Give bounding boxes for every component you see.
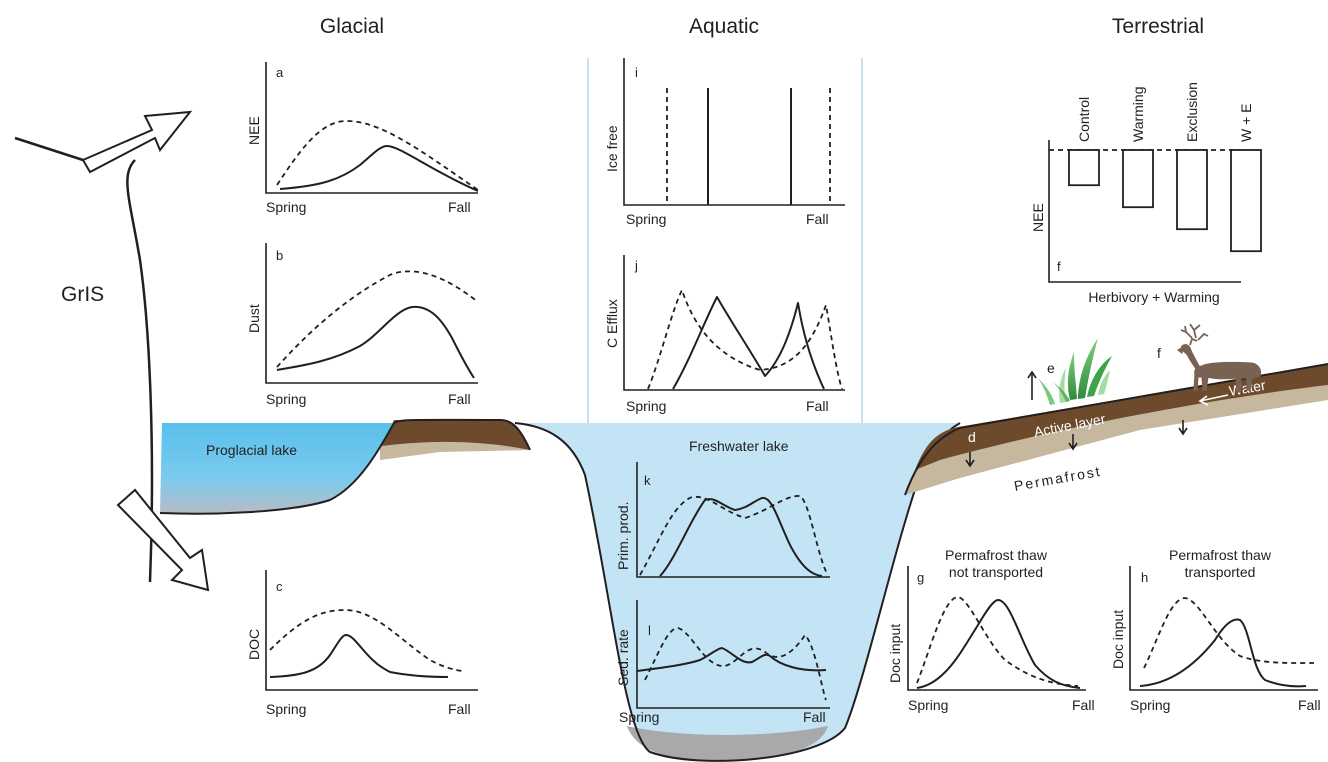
panel-l-letter: l: [648, 623, 651, 638]
permafrost-label: Permafrost: [1013, 463, 1103, 494]
letter-f-landscape: f: [1157, 345, 1161, 361]
category-label: Exclusion: [1184, 82, 1200, 142]
panel-k-ylabel: Prim. prod.: [615, 502, 631, 570]
proglacial-lake-label: Proglacial lake: [206, 442, 297, 458]
thaw-arrow-d-icon: [965, 452, 975, 468]
slope-outline: [904, 363, 1328, 496]
water-arrow-icon: [1198, 394, 1229, 406]
panel-c: c DOC Spring Fall: [246, 570, 478, 717]
panel-g: Permafrost thaw not transported g Doc in…: [887, 547, 1095, 713]
panel-f-letter: f: [1057, 259, 1061, 274]
arrow-down-icon: [116, 488, 210, 592]
panel-j-spring: Spring: [626, 398, 666, 414]
panel-g-spring: Spring: [908, 697, 948, 713]
active-layer-soil: [915, 364, 1328, 470]
panel-i-fall: Fall: [806, 211, 829, 227]
panel-c-ylabel: DOC: [246, 629, 262, 660]
panel-g-title-2: not transported: [949, 564, 1043, 580]
panel-h-title-2: transported: [1185, 564, 1256, 580]
aquatic-panel-border: [587, 58, 863, 423]
letter-e: e: [1047, 360, 1055, 376]
panel-g-letter: g: [917, 570, 924, 585]
header-glacial: Glacial: [320, 15, 384, 38]
panel-b-letter: b: [276, 248, 283, 263]
bar-exclusion: [1176, 149, 1208, 231]
gris-label: GrIS: [61, 283, 104, 306]
panel-a-ylabel: NEE: [246, 116, 262, 145]
letter-d: d: [968, 429, 976, 445]
panel-i-spring: Spring: [626, 211, 666, 227]
panel-f-category-labels: Control Warming Exclusion W + E: [1076, 82, 1254, 142]
panel-k: k Prim. prod.: [615, 462, 830, 578]
lake-sediment: [627, 726, 828, 762]
category-label: Warming: [1130, 87, 1146, 143]
panel-l-ylabel: Sed. rate: [615, 629, 631, 686]
panel-k-letter: k: [644, 473, 651, 488]
gris-edge: [126, 159, 154, 583]
panel-i: i Ice free Spring Fall: [604, 58, 845, 227]
panel-c-spring: Spring: [266, 701, 306, 717]
panel-l-fall: Fall: [803, 709, 826, 725]
bar-control: [1068, 149, 1100, 187]
panel-h-title-1: Permafrost thaw: [1169, 547, 1272, 563]
panel-h-ylabel: Doc input: [1110, 610, 1126, 669]
bar-warming: [1122, 149, 1154, 209]
freshwater-lake-label: Freshwater lake: [689, 438, 789, 454]
panel-i-ylabel: Ice free: [604, 125, 620, 172]
gris-top-line: [14, 136, 84, 162]
uptake-arrow-icon: [1027, 370, 1037, 400]
panel-f-xlabel: Herbivory + Warming: [1088, 289, 1219, 305]
panel-f-chart: Control Warming Exclusion W + E f NEE Herbi…: [1030, 82, 1262, 305]
thaw-arrow-mid-icon: [1068, 434, 1078, 451]
subsoil-layer: [905, 385, 1328, 495]
panel-c-letter: c: [276, 579, 283, 594]
panel-i-letter: i: [635, 65, 638, 80]
panel-c-fall: Fall: [448, 701, 471, 717]
panel-b-spring: Spring: [266, 391, 306, 407]
panel-g-ylabel: Doc input: [887, 624, 903, 683]
panel-b: b Dust Spring Fall: [246, 243, 479, 407]
panel-f-ylabel: NEE: [1030, 203, 1046, 232]
panel-h-spring: Spring: [1130, 697, 1170, 713]
panel-a-spring: Spring: [266, 199, 306, 215]
panel-a-fall: Fall: [448, 199, 471, 215]
thaw-arrow-right-icon: [1178, 420, 1188, 436]
proglacial-lake: [160, 423, 394, 514]
panel-b-fall: Fall: [448, 391, 471, 407]
panel-l-spring: Spring: [619, 709, 659, 725]
panel-f-bars: [1068, 149, 1262, 253]
header-terrestrial: Terrestrial: [1112, 15, 1204, 38]
panel-g-fall: Fall: [1072, 697, 1095, 713]
freshwater-lake: [510, 423, 960, 761]
header-aquatic: Aquatic: [689, 15, 759, 38]
proglacial-topsoil: [382, 420, 530, 450]
panel-h-fall: Fall: [1298, 697, 1321, 713]
panel-h: Permafrost thaw transported h Doc input …: [1110, 547, 1321, 713]
panel-a-letter: a: [276, 65, 284, 80]
panel-j: j C Efflux Spring Fall: [604, 255, 845, 414]
panel-j-letter: j: [634, 258, 638, 273]
panel-a: a NEE Spring Fall: [246, 62, 479, 215]
reindeer-icon: [1176, 323, 1262, 393]
panel-j-fall: Fall: [806, 398, 829, 414]
panel-l: l Sed. rate Spring Fall: [615, 600, 830, 725]
panel-g-title-1: Permafrost thaw: [945, 547, 1048, 563]
proglacial-outline: [159, 418, 531, 515]
panel-j-ylabel: C Efflux: [604, 299, 620, 348]
category-label: Control: [1076, 97, 1092, 142]
panel-h-letter: h: [1141, 570, 1148, 585]
arrow-up-icon: [81, 110, 193, 174]
grass-icon: [1038, 338, 1112, 405]
bar-w-e: [1230, 149, 1262, 253]
category-label: W + E: [1238, 103, 1254, 142]
panel-b-ylabel: Dust: [246, 304, 262, 333]
